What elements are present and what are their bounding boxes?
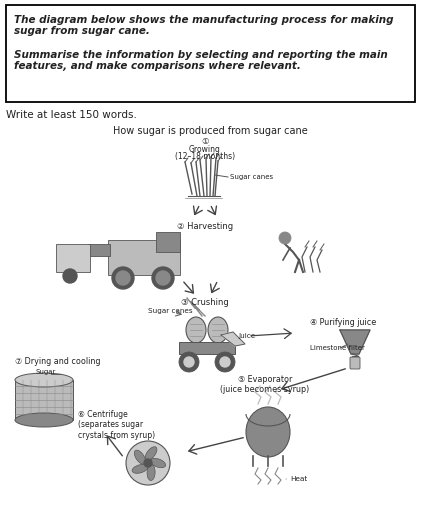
Text: Sugar canes: Sugar canes	[230, 174, 273, 180]
Text: ①: ①	[201, 137, 209, 146]
Circle shape	[144, 459, 152, 467]
Text: Write at least 150 words.: Write at least 150 words.	[6, 110, 137, 120]
Circle shape	[116, 271, 130, 285]
Circle shape	[112, 267, 134, 289]
Bar	[6, 5, 415, 102]
Text: Sugar canes: Sugar canes	[148, 308, 193, 314]
Text: ② Harvesting: ② Harvesting	[177, 222, 233, 231]
Text: ⑤ Evaporator: ⑤ Evaporator	[238, 375, 292, 384]
Ellipse shape	[147, 464, 155, 480]
Circle shape	[184, 357, 194, 367]
Text: Heat: Heat	[290, 476, 307, 482]
Circle shape	[220, 357, 230, 367]
Text: Sugar: Sugar	[35, 369, 56, 375]
Polygon shape	[221, 332, 245, 346]
Text: Growing: Growing	[189, 145, 221, 154]
Ellipse shape	[145, 447, 157, 460]
Text: Limestone filter: Limestone filter	[310, 345, 365, 351]
Bar	[108, 240, 180, 275]
Bar	[88, 244, 110, 256]
Text: ⑥ Centrifuge
(separates sugar
crystals from syrup): ⑥ Centrifuge (separates sugar crystals f…	[78, 410, 155, 440]
Bar	[179, 342, 235, 354]
FancyBboxPatch shape	[350, 357, 360, 369]
Text: ⑦ Drying and cooling: ⑦ Drying and cooling	[15, 357, 101, 366]
Text: Juice: Juice	[238, 333, 255, 339]
Text: features, and make comparisons where relevant.: features, and make comparisons where rel…	[14, 61, 301, 71]
Circle shape	[63, 269, 77, 283]
Circle shape	[179, 352, 199, 372]
Ellipse shape	[246, 407, 290, 457]
Bar	[156, 232, 180, 252]
Circle shape	[279, 232, 291, 244]
Text: How sugar is produced from sugar cane: How sugar is produced from sugar cane	[113, 126, 307, 136]
Bar	[56, 244, 90, 272]
Ellipse shape	[186, 317, 206, 343]
Text: ③ Crushing: ③ Crushing	[181, 298, 229, 307]
Circle shape	[126, 441, 170, 485]
Circle shape	[215, 352, 235, 372]
Ellipse shape	[134, 450, 146, 464]
Polygon shape	[340, 330, 370, 354]
Text: (juice becomes syrup): (juice becomes syrup)	[220, 385, 309, 394]
Text: ④ Purifying juice: ④ Purifying juice	[310, 318, 376, 327]
Ellipse shape	[15, 413, 73, 427]
Circle shape	[156, 271, 170, 285]
Ellipse shape	[15, 373, 73, 387]
Circle shape	[152, 267, 174, 289]
Text: sugar from sugar cane.: sugar from sugar cane.	[14, 27, 150, 36]
Ellipse shape	[150, 458, 165, 467]
Ellipse shape	[208, 317, 228, 343]
Text: (12–18 months): (12–18 months)	[175, 152, 235, 161]
Bar	[15, 380, 73, 420]
Text: The diagram below shows the manufacturing process for making: The diagram below shows the manufacturin…	[14, 15, 394, 25]
Text: Summarise the information by selecting and reporting the main: Summarise the information by selecting a…	[14, 50, 388, 59]
Ellipse shape	[132, 464, 148, 473]
